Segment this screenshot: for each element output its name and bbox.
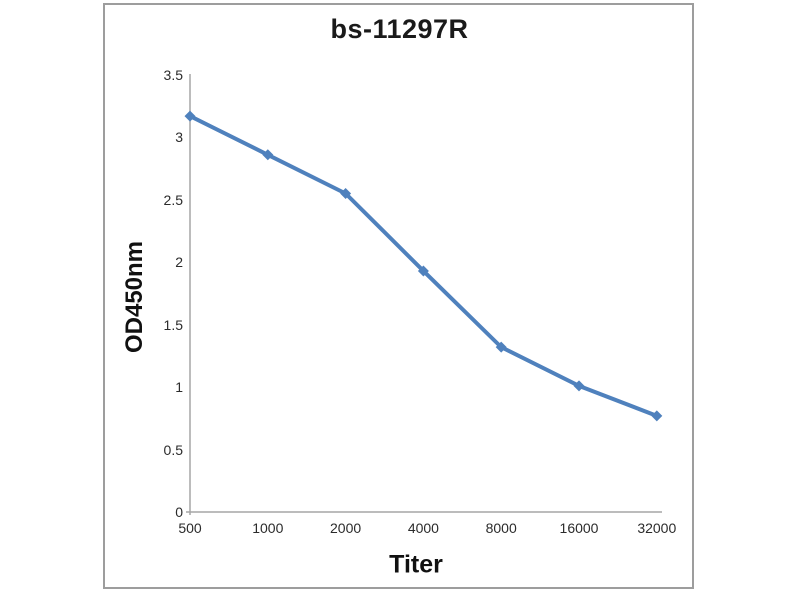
y-tick-label: 3 [175,129,183,146]
x-tick-label: 32000 [637,520,677,536]
x-tick-label: 8000 [485,520,517,536]
y-tick-label: 2.5 [163,191,183,208]
data-point-marker [262,149,274,161]
x-tick-label: 4000 [407,520,439,536]
data-point-marker [651,410,663,422]
chart-panel [103,3,694,589]
y-tick-label: 0.5 [163,441,183,458]
y-axis-title-text: OD450nm [121,240,148,354]
y-tick-label: 0 [175,504,183,520]
x-axis-title-text: Titer [389,550,443,579]
y-tick-label: 1 [175,379,183,396]
y-tick-label: 3.5 [163,66,183,83]
x-tick-label: 500 [178,520,202,536]
x-tick-label: 2000 [330,520,362,536]
data-point-marker [184,110,196,122]
data-point-marker [417,265,429,277]
data-point-marker [573,380,585,392]
x-tick-label: 1000 [252,520,284,536]
x-tick-label: 16000 [559,520,599,536]
data-point-marker [340,188,352,200]
chart-title: bs-11297R [330,14,469,44]
data-point-marker [495,341,507,353]
y-tick-label: 1.5 [163,316,183,333]
y-tick-label: 2 [175,254,183,271]
